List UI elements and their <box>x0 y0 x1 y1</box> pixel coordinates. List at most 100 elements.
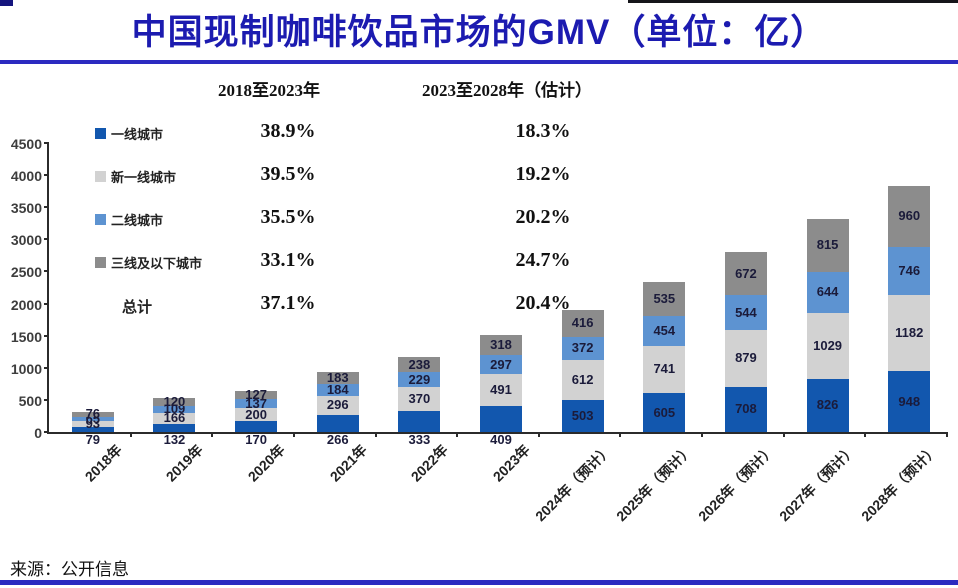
bar-slot: 409 491 297 318 2023年 <box>457 143 540 485</box>
segment-value-label: 184 <box>326 382 349 398</box>
legend-label: 二线城市 <box>111 213 164 228</box>
bar-segment-3: 137 <box>235 396 278 410</box>
cagr-value-2023-2028: 20.2% <box>515 206 571 228</box>
bar-segment-2: 491 <box>480 374 523 406</box>
y-tick-mark <box>44 334 49 337</box>
cagr-value-2018-2023: 37.1% <box>260 292 316 314</box>
bar-segment-1: 605 <box>643 393 686 432</box>
legend-total-item: 总计 <box>122 296 152 317</box>
bottom-divider-line <box>0 580 958 585</box>
bar-segment-4: 183 <box>316 371 359 385</box>
bar-segment-3: 544 <box>724 295 767 331</box>
page-title: 中国现制咖啡饮品市场的GMV（单位：亿） <box>131 13 827 52</box>
y-tick-label: 3000 <box>10 232 42 249</box>
bar-slot: 605 741 454 535 2025年（预计） <box>613 143 703 524</box>
bar-segment-2: 296 <box>316 395 359 415</box>
segment-value-label: 879 <box>735 350 757 366</box>
legend-swatch-icon <box>95 257 106 268</box>
y-tick-mark <box>44 302 49 305</box>
y-tick-label: 4500 <box>10 136 42 152</box>
bar-segment-2: 879 <box>724 330 767 387</box>
stacked-bar: 409 491 297 318 <box>480 334 523 447</box>
legend-label: 总计 <box>122 299 153 316</box>
cagr-value-2018-2023: 33.1% <box>260 249 316 271</box>
stacked-bar: 266 296 184 183 <box>316 371 359 447</box>
bar-segment-4: 127 <box>235 388 278 402</box>
segment-value-label: 708 <box>735 401 757 417</box>
stacked-bar: 79 93 65 76 <box>71 407 114 447</box>
bar-segment-3: 644 <box>806 271 849 313</box>
bar-segment-4: 815 <box>806 219 849 272</box>
y-tick-label: 4000 <box>10 168 42 185</box>
legend-item: 三线及以下城市 <box>95 253 202 272</box>
bar-segment-4: 960 <box>888 185 931 248</box>
legend-item: 一线城市 <box>95 124 163 143</box>
segment-value-label: 1029 <box>813 337 843 353</box>
bar-segment-1: 948 <box>888 371 931 432</box>
stacked-bar: 708 879 544 672 <box>724 252 767 432</box>
legend-item: 二线城市 <box>95 210 163 229</box>
bar-segment-1: 266 <box>316 414 359 447</box>
segment-value-label: 416 <box>571 315 594 331</box>
bar-segment-1: 409 <box>480 405 523 447</box>
segment-value-label: 746 <box>898 263 921 279</box>
legend-swatch-icon <box>95 171 106 182</box>
stacked-bar: 826 1029 644 815 <box>806 219 849 432</box>
segment-value-label: 948 <box>898 393 921 409</box>
bar-segment-3: 454 <box>643 316 686 346</box>
y-tick-label: 500 <box>18 392 42 409</box>
cagr-value-2018-2023: 35.5% <box>260 206 316 228</box>
bar-segment-2: 741 <box>643 345 686 394</box>
bar-segment-2: 1029 <box>806 312 849 379</box>
segment-value-label: 503 <box>571 407 594 423</box>
segment-value-label: 372 <box>571 340 594 356</box>
legend-swatch-icon <box>95 128 106 139</box>
bar-slot: 266 296 184 183 2021年 <box>294 143 377 485</box>
y-tick-label: 2500 <box>10 264 42 281</box>
segment-value-label: 318 <box>490 336 512 352</box>
segment-value-label: 229 <box>408 371 431 387</box>
segment-value-label: 544 <box>735 304 757 320</box>
bar-slot: 132 166 109 120 2019年 <box>131 143 213 485</box>
stacked-bar: 170 200 137 127 <box>235 388 278 447</box>
y-tick-mark <box>44 366 49 369</box>
x-axis-label: 2025年（预计） <box>613 441 697 525</box>
y-tick-mark <box>44 174 49 177</box>
segment-value-label: 491 <box>490 381 512 397</box>
segment-value-label: 409 <box>490 432 512 447</box>
y-tick-label: 1500 <box>10 328 42 345</box>
bar-slot: 503 612 372 416 2024年（预计） <box>532 143 622 524</box>
bar-segment-3: 229 <box>398 372 441 387</box>
segment-value-label: 166 <box>163 410 186 426</box>
y-tick-mark <box>44 270 49 273</box>
bar-slot: 333 370 229 238 2022年 <box>376 143 458 485</box>
source-note: 来源：公开信息 <box>10 560 129 579</box>
bar-segment-2: 166 <box>153 411 196 425</box>
y-tick-mark <box>44 142 49 144</box>
segment-value-label: 137 <box>245 395 267 411</box>
legend-item: 新一线城市 <box>95 167 176 186</box>
y-tick-label: 0 <box>34 425 42 441</box>
bar-segment-1: 132 <box>153 423 196 447</box>
bar-segment-4: 416 <box>561 309 604 337</box>
bar-slot: 948 1182 746 960 2028年（预计） <box>858 143 948 524</box>
bar-slot: 79 93 65 76 2018年 <box>49 143 132 485</box>
segment-value-label: 170 <box>245 432 267 447</box>
segment-value-label: 370 <box>408 390 431 406</box>
bar-segment-2: 612 <box>561 360 604 400</box>
segment-value-label: 79 <box>85 432 101 447</box>
bar-segment-4: 238 <box>398 356 441 373</box>
cagr-period-header-2023-2028: 2023至2028年（估计） <box>422 81 592 100</box>
page-edge-artifact-right <box>628 0 958 3</box>
segment-value-label: 238 <box>408 356 431 372</box>
title-divider-line <box>0 60 958 64</box>
bar-segment-3: 184 <box>316 383 359 397</box>
cagr-value-2023-2028: 24.7% <box>515 249 571 271</box>
bar-segment-2: 200 <box>235 407 278 421</box>
y-tick-label: 3500 <box>10 200 42 217</box>
segment-value-label: 960 <box>898 208 921 224</box>
bar-segment-1: 79 <box>71 426 114 447</box>
bar-slot: 708 879 544 672 2026年（预计） <box>695 143 785 524</box>
cagr-period-header-2018-2023: 2018至2023年 <box>218 81 320 100</box>
legend-swatch-icon <box>95 214 106 225</box>
